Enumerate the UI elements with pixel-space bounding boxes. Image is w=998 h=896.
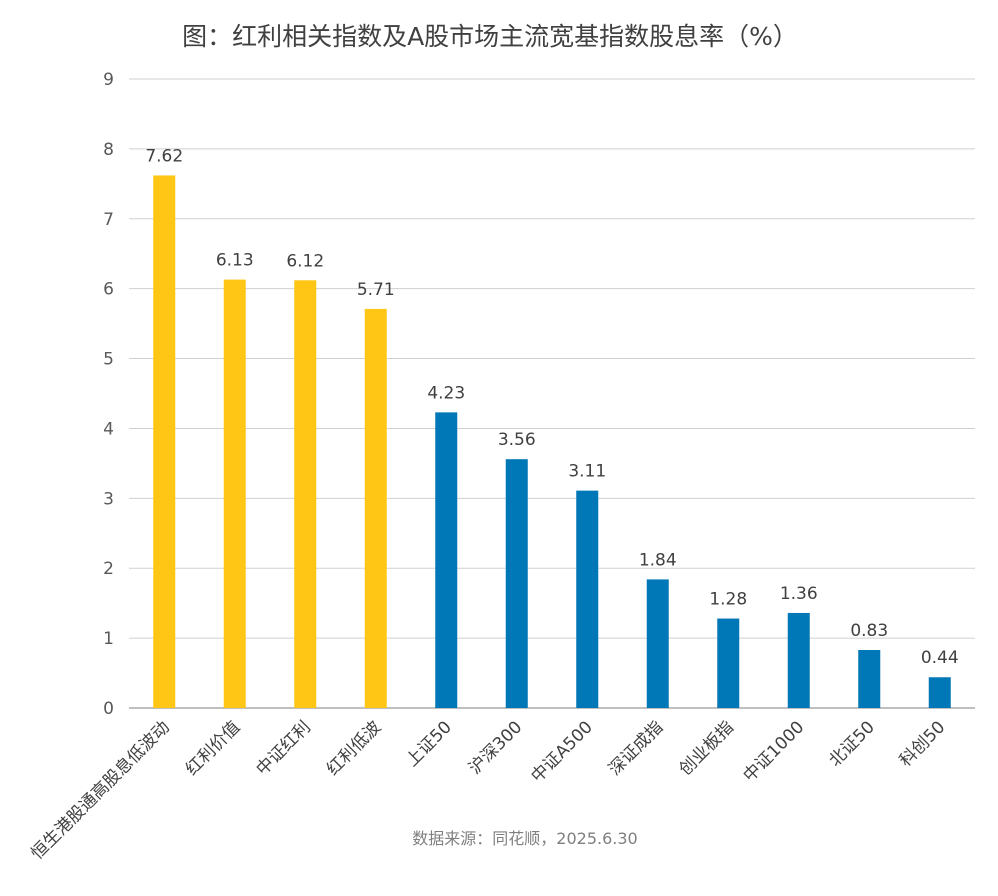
- x-tick-label: 北证50: [825, 717, 878, 770]
- data-label: 5.71: [357, 280, 395, 300]
- data-label: 0.44: [921, 648, 959, 668]
- x-tick-label: 沪深300: [465, 717, 526, 778]
- y-tick-label: 8: [103, 140, 114, 160]
- gridlines: [129, 78, 975, 709]
- y-tick-label: 0: [103, 699, 114, 719]
- x-tick-label: 恒生港股通高股息低波动: [27, 717, 173, 863]
- y-tick-label: 2: [103, 559, 114, 579]
- y-tick-label: 9: [103, 70, 114, 90]
- x-tick-label: 中证1000: [740, 717, 809, 786]
- bar: [646, 579, 669, 708]
- y-axis: 0 1 2 3 4 5 6 7 8 9: [103, 70, 114, 719]
- x-tick-label: 红利价值: [182, 717, 244, 779]
- bar: [153, 175, 176, 709]
- data-label: 1.36: [780, 584, 818, 604]
- y-tick-label: 1: [103, 629, 114, 649]
- source-note: 数据来源：同花顺，2025.6.30: [412, 829, 637, 848]
- bar: [364, 308, 387, 708]
- data-label: 1.28: [709, 590, 747, 610]
- x-tick-label: 深证成指: [605, 717, 667, 779]
- bar: [858, 649, 881, 708]
- bar: [505, 459, 528, 708]
- data-label: 7.62: [145, 146, 183, 166]
- data-label: 6.12: [286, 251, 324, 271]
- x-tick-label: 创业板指: [676, 717, 738, 779]
- bars: [153, 175, 951, 709]
- y-tick-label: 6: [103, 280, 114, 300]
- y-tick-label: 7: [103, 210, 114, 230]
- x-tick-label: 上证50: [402, 717, 455, 770]
- bar: [576, 490, 599, 708]
- data-label: 4.23: [427, 383, 465, 403]
- chart-title: 图：红利相关指数及A股市场主流宽基指数股息率（%）: [182, 22, 798, 51]
- x-tick-label: 中证A500: [527, 717, 596, 786]
- y-tick-label: 3: [103, 489, 114, 509]
- data-label: 0.83: [850, 621, 888, 641]
- x-tick-label: 红利低波: [323, 717, 385, 779]
- bar: [223, 279, 246, 708]
- bar: [787, 612, 810, 708]
- bar: [435, 412, 458, 708]
- x-tick-label: 中证红利: [253, 717, 315, 779]
- y-tick-label: 5: [103, 350, 114, 370]
- bar: [717, 618, 740, 708]
- bar: [928, 677, 951, 708]
- x-tick-label: 科创50: [896, 717, 949, 770]
- y-tick-label: 4: [103, 419, 114, 439]
- bar: [294, 280, 317, 708]
- data-label: 6.13: [216, 251, 254, 271]
- data-label: 1.84: [639, 550, 677, 570]
- data-label: 3.56: [498, 430, 536, 450]
- data-label: 3.11: [568, 462, 606, 482]
- data-labels: 7.62 6.13 6.12 5.71 4.23 3.56 3.11 1.84 1.28 1.36…: [145, 146, 958, 668]
